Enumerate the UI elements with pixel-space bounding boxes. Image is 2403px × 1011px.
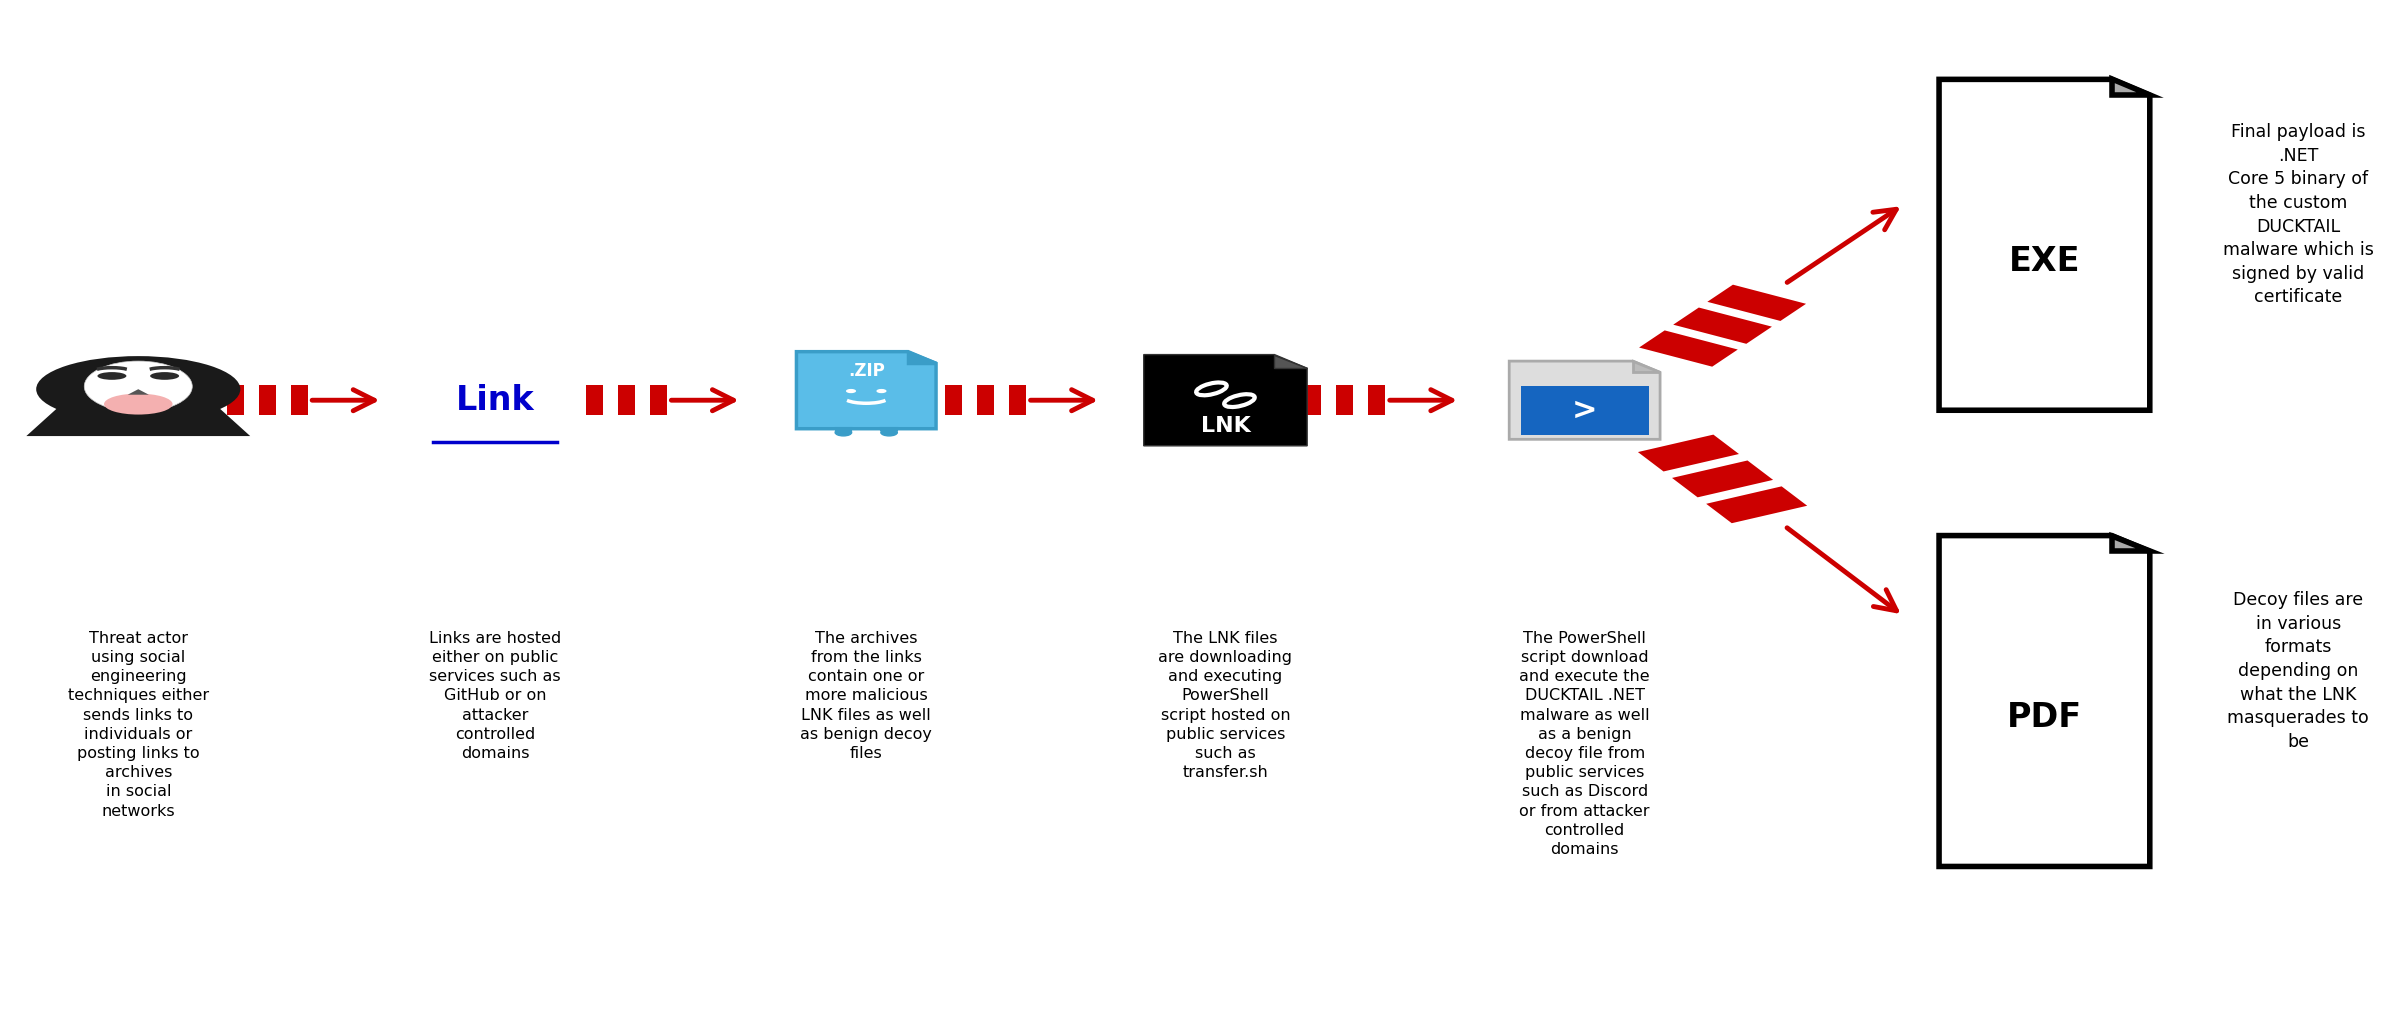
Polygon shape bbox=[836, 428, 851, 430]
Polygon shape bbox=[1639, 331, 1737, 367]
Polygon shape bbox=[1939, 80, 2151, 410]
Polygon shape bbox=[2112, 536, 2151, 551]
Circle shape bbox=[846, 389, 855, 393]
Text: PDF: PDF bbox=[2007, 701, 2081, 734]
Text: LNK: LNK bbox=[1202, 416, 1250, 436]
Text: Links are hosted
either on public
services such as
GitHub or on
attacker
control: Links are hosted either on public servic… bbox=[430, 631, 562, 761]
Text: The PowerShell
script download
and execute the
DUCKTAIL .NET
malware as well
as : The PowerShell script download and execu… bbox=[1519, 631, 1651, 857]
Ellipse shape bbox=[103, 393, 173, 415]
Polygon shape bbox=[1709, 285, 1807, 320]
Ellipse shape bbox=[36, 356, 240, 423]
Ellipse shape bbox=[84, 361, 192, 411]
Text: .ZIP: .ZIP bbox=[848, 362, 884, 380]
Polygon shape bbox=[1939, 536, 2151, 866]
Ellipse shape bbox=[99, 372, 127, 380]
Polygon shape bbox=[26, 405, 250, 436]
Text: The LNK files
are downloading
and executing
PowerShell
script hosted on
public s: The LNK files are downloading and execut… bbox=[1158, 631, 1293, 780]
Polygon shape bbox=[908, 352, 937, 363]
Polygon shape bbox=[1672, 460, 1773, 497]
Text: Link: Link bbox=[457, 384, 533, 417]
Polygon shape bbox=[1639, 435, 1740, 471]
FancyBboxPatch shape bbox=[1521, 386, 1648, 435]
Polygon shape bbox=[1672, 307, 1771, 344]
Text: EXE: EXE bbox=[2009, 245, 2081, 278]
Ellipse shape bbox=[149, 372, 180, 380]
Polygon shape bbox=[1706, 486, 1807, 524]
Polygon shape bbox=[882, 428, 896, 430]
Polygon shape bbox=[1144, 355, 1307, 446]
Text: >: > bbox=[1572, 395, 1598, 425]
Polygon shape bbox=[1274, 355, 1307, 368]
Polygon shape bbox=[795, 352, 937, 429]
Polygon shape bbox=[127, 389, 149, 394]
Text: Decoy files are
in various
formats
depending on
what the LNK
masquerades to
be: Decoy files are in various formats depen… bbox=[2228, 591, 2369, 751]
Polygon shape bbox=[1509, 361, 1660, 440]
Text: Final payload is
.NET
Core 5 binary of
the custom
DUCKTAIL
malware which is
sign: Final payload is .NET Core 5 binary of t… bbox=[2223, 123, 2374, 306]
Text: The archives
from the links
contain one or
more malicious
LNK files as well
as b: The archives from the links contain one … bbox=[800, 631, 932, 761]
Polygon shape bbox=[2112, 80, 2151, 95]
Circle shape bbox=[877, 389, 887, 393]
Circle shape bbox=[836, 429, 851, 436]
Text: Threat actor
using social
engineering
techniques either
sends links to
individua: Threat actor using social engineering te… bbox=[67, 631, 209, 819]
Polygon shape bbox=[1634, 361, 1660, 372]
Circle shape bbox=[882, 429, 896, 436]
